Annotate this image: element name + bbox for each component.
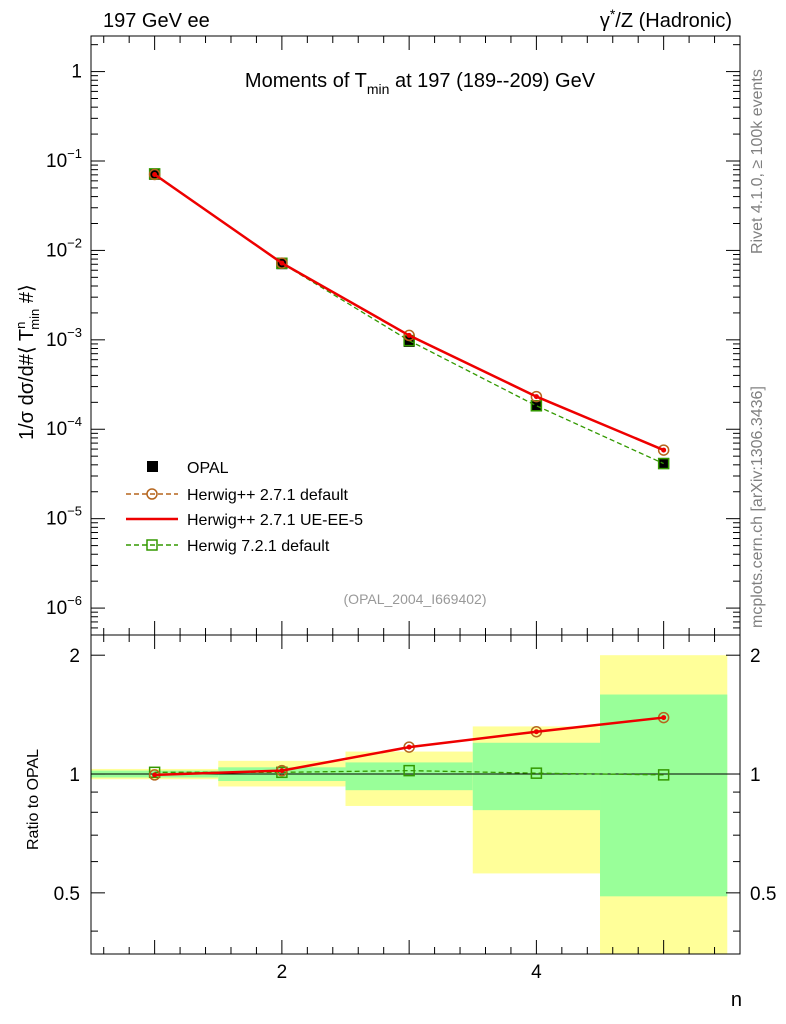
- ratio-y-tick-label-right: 2: [750, 646, 761, 667]
- main-point-herwig-2-7-1-default: [657, 444, 670, 456]
- ratio-point-herwig-7-2-1-default: [530, 767, 543, 779]
- main-point-herwig-2-7-1-ue-ee-5: [533, 394, 539, 400]
- main-line-herwig-7-2-1-default: [154, 173, 664, 465]
- mcplots-label: mcplots.cern.ch [arXiv:1306.3436]: [749, 386, 766, 628]
- main-series-layer: [148, 168, 670, 470]
- header-process: γ*/Z (Hadronic): [600, 6, 732, 32]
- x-tick-label: 2: [277, 962, 288, 983]
- header-energy: 197 GeV ee: [103, 10, 210, 32]
- legend-item-opal: OPAL: [147, 460, 229, 477]
- main-y-ticks: 1 10−1 10−2 10−3 10−4 10−5 10−6: [46, 44, 740, 636]
- ratio-point-herwig-2-7-1-ue-ee-5: [279, 768, 285, 774]
- ratio-y-axis-label: Ratio to OPAL: [25, 749, 42, 850]
- legend-herwig7-default-marker: [146, 539, 158, 551]
- ratio-point-herwig-7-2-1-default: [403, 764, 415, 777]
- main-y-tick-label: 1: [71, 62, 82, 83]
- main-point-herwig-2-7-1-default: [148, 168, 161, 181]
- main-title: Moments of Tmin at 197 (189--209) GeV: [245, 70, 596, 97]
- legend-herwigpp-ueee5-label: Herwig++ 2.7.1 UE-EE-5: [187, 512, 363, 529]
- ratio-y-tick-label-right: 0.5: [750, 884, 776, 905]
- main-point-herwig-2-7-1-default: [403, 329, 415, 342]
- ratio-point-herwig-2-7-1-ue-ee-5: [661, 715, 667, 721]
- ratio-band-inner: [600, 694, 728, 897]
- ratio-point-herwig-7-2-1-default: [657, 769, 670, 781]
- legend-herwigpp-default-label: Herwig++ 2.7.1 default: [187, 487, 349, 504]
- main-y-tick-label: 10−6: [46, 593, 82, 619]
- legend-item-herwigpp-ueee5: Herwig++ 2.7.1 UE-EE-5: [126, 512, 363, 529]
- ratio-y-tick-label-right: 1: [750, 765, 761, 786]
- main-y-tick-label: 10−3: [46, 325, 82, 351]
- main-line-herwig-2-7-1-default: [154, 173, 664, 451]
- main-point-opal: [403, 335, 415, 347]
- legend: OPAL Herwig++ 2.7.1 default Herwig++ 2.7…: [126, 460, 363, 555]
- main-point-herwig-7-2-1-default: [530, 400, 543, 412]
- legend-opal-marker: [147, 461, 158, 472]
- legend-herwigpp-default-marker: [146, 488, 158, 500]
- legend-item-herwigpp-default: Herwig++ 2.7.1 default: [126, 487, 349, 504]
- main-x-ticks: [103, 36, 716, 635]
- main-point-herwig-2-7-1-default: [276, 257, 288, 269]
- main-line-herwig-2-7-1-ue-ee-5: [153, 173, 665, 452]
- main-y-tick-label: 10−5: [46, 504, 82, 530]
- ratio-y-tick-label: 2: [69, 646, 80, 667]
- main-point-herwig-2-7-1-ue-ee-5: [406, 332, 412, 338]
- main-y-tick-label: 10−2: [46, 235, 82, 261]
- x-tick-label: 4: [531, 962, 542, 983]
- main-point-herwig-7-2-1-default: [657, 457, 670, 470]
- ratio-frame: [90, 634, 741, 955]
- rivet-version-label: Rivet 4.1.0, ≥ 100k events: [749, 69, 766, 254]
- legend-opal-label: OPAL: [187, 460, 229, 477]
- ratio-y-tick-label: 1: [69, 765, 80, 786]
- analysis-watermark: (OPAL_2004_I669402): [344, 591, 487, 607]
- ratio-uncertainty-bands: [91, 655, 728, 954]
- ratio-point-herwig-2-7-1-ue-ee-5: [152, 772, 158, 778]
- legend-item-herwig7-default: Herwig 7.2.1 default: [126, 538, 330, 555]
- ratio-band-inner: [472, 742, 601, 811]
- ratio-series-layer: [148, 711, 670, 781]
- ratio-y-tick-label: 0.5: [54, 884, 80, 905]
- main-point-herwig-2-7-1-ue-ee-5: [152, 171, 158, 177]
- main-point-opal: [530, 400, 542, 412]
- main-panel: 1 10−1 10−2 10−3 10−4 10−5 10−6 Moments of Tmi…: [13, 35, 741, 636]
- main-point-herwig-2-7-1-ue-ee-5: [661, 447, 667, 453]
- ratio-point-herwig-2-7-1-ue-ee-5: [533, 729, 539, 735]
- main-y-axis-label: 1/σ dσ/d#⟨ Tnmin #⟩: [13, 284, 42, 440]
- main-y-tick-label: 10−1: [46, 146, 82, 172]
- main-point-herwig-2-7-1-default: [530, 390, 543, 403]
- x-axis-label: n: [731, 989, 742, 1011]
- main-point-herwig-2-7-1-ue-ee-5: [279, 260, 285, 266]
- legend-herwig7-default-label: Herwig 7.2.1 default: [187, 538, 330, 555]
- ratio-point-herwig-2-7-1-ue-ee-5: [406, 744, 412, 750]
- main-y-tick-label: 10−4: [46, 414, 82, 440]
